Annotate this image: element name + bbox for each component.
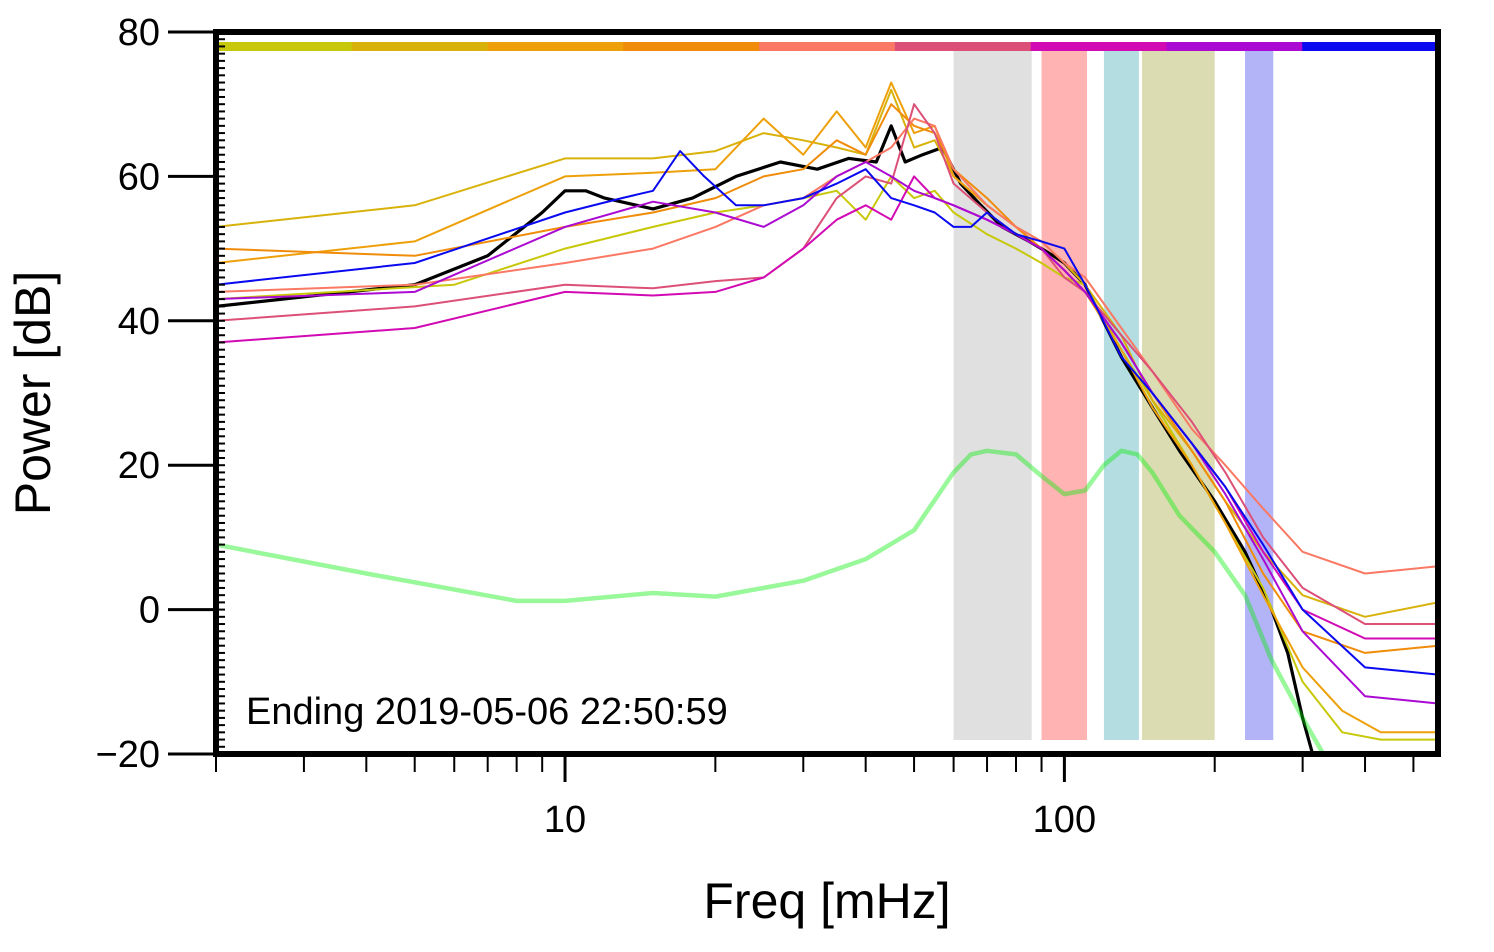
strip-segment-7 (1030, 42, 1167, 51)
series-line-8 (216, 103, 1438, 625)
y-tick-label: −20 (96, 734, 160, 776)
x-axis-title: Freq [mHz] (703, 873, 950, 929)
strip-segment-2 (351, 42, 489, 51)
y-tick-label: 0 (139, 590, 160, 632)
ending-timestamp-annotation: Ending 2019-05-06 22:50:59 (246, 691, 728, 733)
spectrum-series (216, 81, 1438, 754)
top-color-strip (216, 42, 1439, 51)
strip-segment-4 (623, 42, 760, 51)
band-2 (1041, 46, 1088, 740)
y-tick-label: 60 (118, 156, 160, 198)
strip-segment-5 (759, 42, 896, 51)
strip-segment-1 (216, 42, 353, 51)
strip-segment-8 (1166, 42, 1303, 51)
series-line-11 (216, 150, 1438, 676)
band-5 (1245, 46, 1274, 740)
series-line-10 (216, 161, 1438, 705)
x-tick-label: 10 (544, 799, 586, 841)
y-tick-label: 80 (118, 12, 160, 54)
strip-segment-6 (894, 42, 1032, 51)
series-line-7 (216, 117, 1438, 575)
tick-labels: −20 0 20 40 60 80 10 100 (96, 12, 1097, 841)
band-1 (953, 46, 1032, 740)
strip-segment-9 (1302, 42, 1439, 51)
series-line-3 (216, 175, 1438, 741)
y-tick-label: 20 (118, 445, 160, 487)
frequency-bands (953, 46, 1274, 740)
y-tick-label: 40 (118, 301, 160, 343)
x-tick-label: 100 (1033, 799, 1096, 841)
axes (168, 29, 1441, 782)
band-4 (1141, 46, 1215, 740)
y-axis-title: Power [dB] (5, 271, 61, 516)
strip-segment-3 (487, 42, 624, 51)
band-3 (1103, 46, 1139, 740)
series-line-2 (216, 448, 1326, 754)
